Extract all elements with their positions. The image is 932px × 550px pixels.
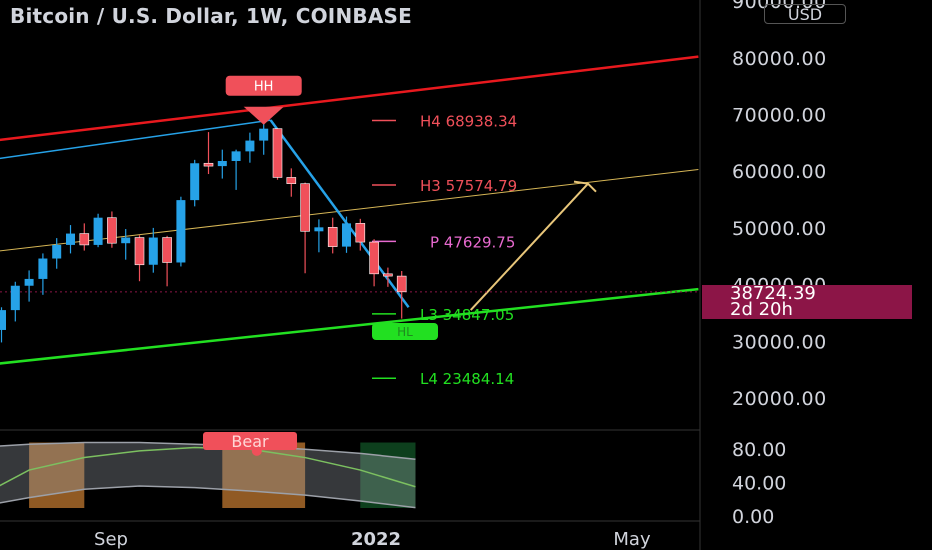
candle-body[interactable] xyxy=(38,258,48,279)
time-axis-label: Sep xyxy=(94,529,128,550)
candle-body[interactable] xyxy=(300,183,310,232)
hh-marker-badge xyxy=(225,75,302,96)
bear-label-badge xyxy=(203,432,297,450)
candle-body[interactable] xyxy=(107,217,117,244)
candle-body[interactable] xyxy=(217,160,227,167)
lower-channel-line xyxy=(0,287,699,365)
price-axis-label: 50000.00 xyxy=(732,218,827,240)
candle-body[interactable] xyxy=(66,233,75,245)
bear-label: Bear xyxy=(231,432,269,451)
oscillator-band-lower xyxy=(0,485,416,509)
hh-marker-arrow xyxy=(243,106,284,125)
candle-body[interactable] xyxy=(0,310,6,330)
price-axis-label: 60000.00 xyxy=(732,161,827,183)
candle-body[interactable] xyxy=(162,237,172,263)
candle-body[interactable] xyxy=(259,128,269,141)
hl-marker-label: HL xyxy=(397,325,413,339)
candle-body[interactable] xyxy=(245,140,255,152)
candle-body[interactable] xyxy=(176,200,186,263)
pivot-level-label: H3 57574.79 xyxy=(420,177,517,195)
oscillator-axis-label: 0.00 xyxy=(732,506,774,528)
candle-body[interactable] xyxy=(121,237,131,244)
mid-channel-line xyxy=(0,169,699,252)
oscillator-axis-label: 40.00 xyxy=(732,473,786,495)
time-axis-label: 2022 xyxy=(351,529,401,550)
candle-body[interactable] xyxy=(203,162,214,167)
candle-body[interactable] xyxy=(383,273,393,277)
candle-body[interactable] xyxy=(148,237,158,265)
candle-body[interactable] xyxy=(286,177,297,184)
projection-arrow-line xyxy=(469,182,589,311)
oscillator-axis-label: 80.00 xyxy=(732,439,786,461)
candle-body[interactable] xyxy=(231,151,241,161)
oscillator-zone xyxy=(360,442,416,508)
candle-body[interactable] xyxy=(190,163,200,201)
candle-body[interactable] xyxy=(369,241,379,275)
pivot-level-label: H4 68938.34 xyxy=(420,113,517,131)
hl-marker-badge xyxy=(372,323,438,340)
price-axis-label: 80000.00 xyxy=(732,48,827,70)
oscillator-band-upper xyxy=(0,441,416,460)
price-axis-label: 20000.00 xyxy=(732,388,827,410)
oscillator-zone xyxy=(29,442,85,508)
candle-body[interactable] xyxy=(355,223,366,243)
candle-body[interactable] xyxy=(272,128,283,178)
swing-up-line-line xyxy=(0,119,271,160)
currency-selector[interactable]: USD xyxy=(764,4,846,24)
price-axis-label: 70000.00 xyxy=(732,105,827,127)
pivot-level-label: L4 23484.14 xyxy=(420,370,514,388)
candle-body[interactable] xyxy=(10,285,20,311)
candle-body[interactable] xyxy=(52,244,62,259)
oscillator-line xyxy=(0,446,416,488)
current-price-label: 38724.39 xyxy=(730,283,816,304)
projection-arrow-head xyxy=(573,180,597,193)
candle-body[interactable] xyxy=(24,278,34,286)
current-price-tag: 38724.39 2d 20h xyxy=(702,285,912,319)
hh-marker-label: HH xyxy=(254,80,274,95)
pivot-level-label: P 47629.75 xyxy=(430,233,515,251)
candle-body[interactable] xyxy=(342,223,351,247)
candle-body[interactable] xyxy=(327,227,338,247)
candle-body[interactable] xyxy=(93,217,103,245)
time-axis-label: May xyxy=(613,529,651,550)
chart-title: Bitcoin / U.S. Dollar, 1W, COINBASE xyxy=(10,4,412,28)
candle-body[interactable] xyxy=(134,237,145,266)
upper-channel-line xyxy=(0,55,699,142)
price-axis-label: 90000.00 xyxy=(732,0,827,13)
oscillator-zone xyxy=(222,442,306,508)
candle-body[interactable] xyxy=(314,227,324,232)
candle-body[interactable] xyxy=(79,233,90,246)
bar-countdown-label: 2d 20h xyxy=(730,299,793,320)
price-axis-label: 30000.00 xyxy=(732,331,827,353)
candle-body[interactable] xyxy=(396,275,407,293)
